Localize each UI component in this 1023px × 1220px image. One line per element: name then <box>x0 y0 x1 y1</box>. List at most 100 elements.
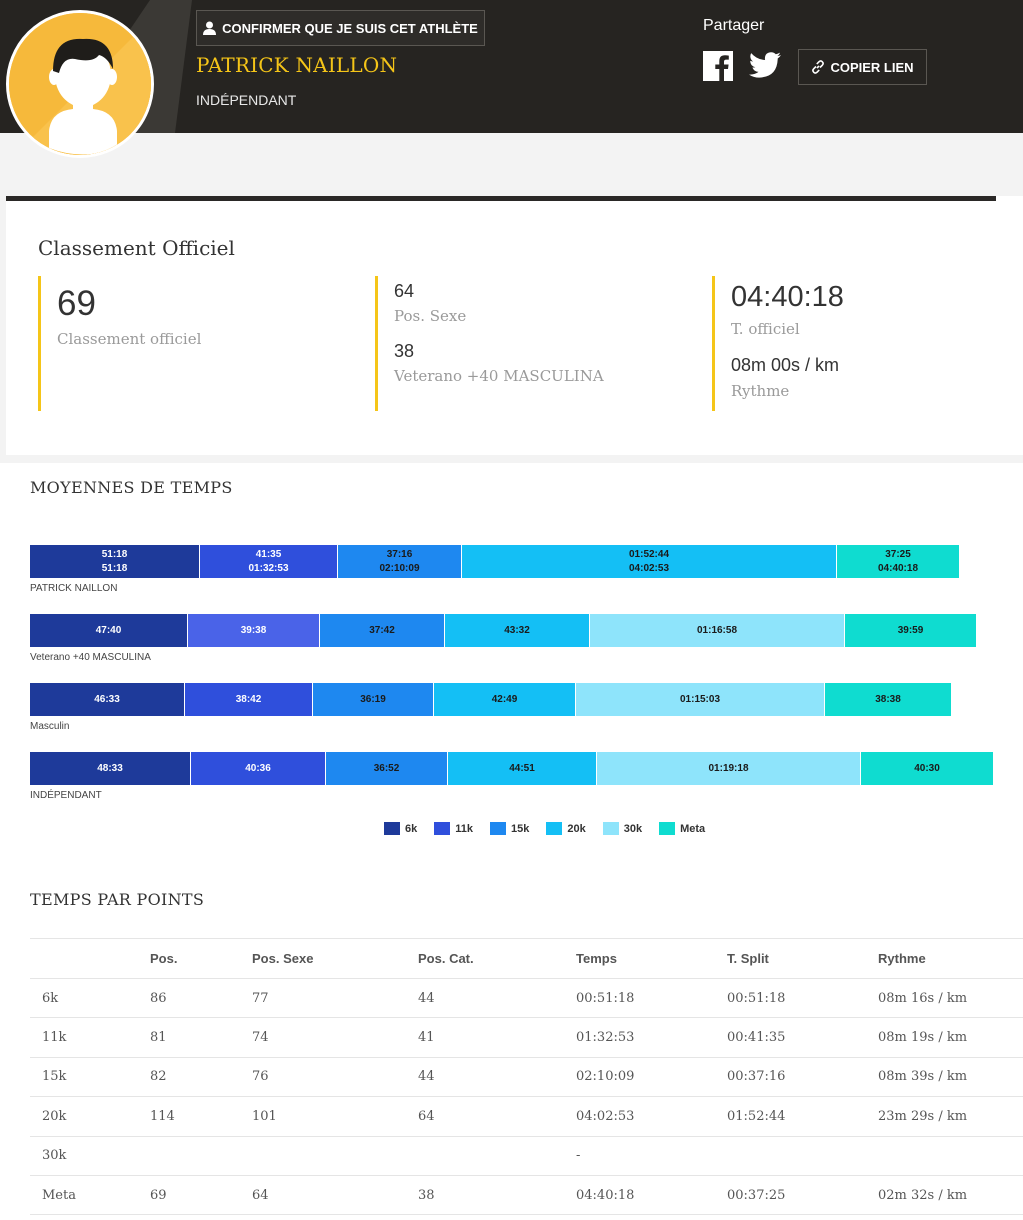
legend-item[interactable]: 6k <box>384 822 417 835</box>
average-row-club: 48:33 40:36 36:52 44:51 01:19:18 40:30 <box>30 752 994 785</box>
average-segment: 37:42 <box>320 614 445 647</box>
legend-swatch <box>490 822 506 835</box>
category-rank-value: 38 <box>394 341 415 361</box>
column-header: Pos. Sexe <box>240 938 406 979</box>
table-cell <box>406 1136 564 1176</box>
segment-split: 37:16 <box>386 548 413 560</box>
overall-rank-label: Classement officiel <box>57 330 202 348</box>
table-cell: 04:40:18 <box>564 1175 715 1216</box>
card-top-border <box>6 196 996 201</box>
table-cell: 01:52:44 <box>715 1096 866 1137</box>
table-cell: 00:37:16 <box>715 1057 866 1098</box>
average-row-category: 47:40 39:38 37:42 43:32 01:16:58 39:59 <box>30 614 977 647</box>
average-segment: 38:38 <box>825 683 952 716</box>
table-row: 6k 86 77 44 00:51:18 00:51:18 08m 16s / … <box>30 978 1023 1019</box>
legend-swatch <box>434 822 451 835</box>
average-segment: 42:49 <box>434 683 576 716</box>
table-cell: 82 <box>138 1057 240 1098</box>
table-cell: - <box>564 1136 715 1176</box>
legend-item[interactable]: Meta <box>659 822 705 835</box>
user-silhouette-icon <box>9 13 151 155</box>
table-cell: Meta <box>30 1175 138 1216</box>
table-cell: 77 <box>240 978 406 1019</box>
facebook-icon[interactable] <box>703 51 733 81</box>
segment-cumulative: 01:32:53 <box>248 562 289 574</box>
table-cell <box>866 1136 1023 1176</box>
table-cell: 44 <box>406 1057 564 1098</box>
table-cell: 08m 19s / km <box>866 1017 1023 1058</box>
segment-split: 37:25 <box>885 548 911 560</box>
copy-link-button[interactable]: COPIER LIEN <box>798 49 927 85</box>
link-icon <box>812 60 825 74</box>
legend-label: 30k <box>623 822 643 835</box>
average-segment: 40:36 <box>191 752 326 785</box>
table-cell: 01:32:53 <box>564 1017 715 1058</box>
average-segment: 01:15:03 <box>576 683 825 716</box>
twitter-icon[interactable] <box>749 51 781 79</box>
table-cell: 11k <box>30 1017 138 1058</box>
column-header: Pos. Cat. <box>406 938 564 979</box>
table-cell: 69 <box>138 1175 240 1216</box>
table-cell: 81 <box>138 1017 240 1058</box>
table-cell: 02m 32s / km <box>866 1175 1023 1216</box>
column-header: Pos. <box>138 938 240 979</box>
average-row-label: Veterano +40 MASCULINA <box>30 652 151 663</box>
legend-swatch <box>659 822 676 835</box>
legend-label: 15k <box>511 822 530 835</box>
table-cell: 00:51:18 <box>715 978 866 1019</box>
average-segment: 38:42 <box>185 683 313 716</box>
table-cell: 30k <box>30 1136 138 1176</box>
legend-swatch <box>384 822 400 835</box>
table-cell: 44 <box>406 978 564 1019</box>
legend-item[interactable]: 30k <box>602 822 643 835</box>
user-icon <box>203 21 217 35</box>
table-row: 30k - <box>30 1136 1023 1176</box>
average-row-label: INDÉPENDANT <box>30 790 102 801</box>
legend-label: Meta <box>680 822 706 835</box>
table-cell: 86 <box>138 978 240 1019</box>
overall-rank-block: 69 Classement officiel <box>38 276 338 411</box>
confirm-athlete-button[interactable]: CONFIRMER QUE JE SUIS CET ATHLÈTE <box>196 10 485 46</box>
average-segment: 51:18 51:18 <box>30 545 200 578</box>
legend-swatch <box>602 822 619 835</box>
avatar <box>6 10 154 158</box>
ranking-card: Classement Officiel 69 Classement offici… <box>6 196 1023 455</box>
table-header-row: Pos. Pos. Sexe Pos. Cat. Temps T. Split … <box>30 938 1023 979</box>
position-block: 64 Pos. Sexe 38 Veterano +40 MASCULINA <box>375 276 675 411</box>
legend-item[interactable]: 11k <box>434 822 473 835</box>
table-cell: 101 <box>240 1096 406 1137</box>
table-cell: 23m 29s / km <box>866 1096 1023 1137</box>
legend-label: 11k <box>455 822 473 835</box>
average-segment: 01:52:44 04:02:53 <box>462 545 837 578</box>
averages-legend: 6k 11k 15k 20k 30k Meta <box>384 822 705 835</box>
copy-link-label: COPIER LIEN <box>830 59 914 75</box>
segment-cumulative: 04:02:53 <box>628 562 670 574</box>
average-segment: 48:33 <box>30 752 191 785</box>
overall-rank-value: 69 <box>57 284 96 323</box>
table-cell: 08m 39s / km <box>866 1057 1023 1098</box>
average-row-athlete: 51:18 51:18 41:35 01:32:53 37:16 02:10:0… <box>30 545 960 578</box>
athlete-club: INDÉPENDANT <box>196 92 297 108</box>
legend-item[interactable]: 20k <box>546 822 586 835</box>
legend-swatch <box>546 822 563 835</box>
table-cell: 6k <box>30 978 138 1019</box>
table-cell: 38 <box>406 1175 564 1216</box>
table-cell: 76 <box>240 1057 406 1098</box>
column-header: T. Split <box>715 938 866 979</box>
ranking-title: Classement Officiel <box>38 236 235 260</box>
average-segment: 36:19 <box>313 683 434 716</box>
average-segment: 36:52 <box>326 752 448 785</box>
average-segment: 37:25 04:40:18 <box>837 545 960 578</box>
table-cell: 08m 16s / km <box>866 978 1023 1019</box>
column-header <box>30 938 138 979</box>
legend-label: 6k <box>405 822 418 835</box>
average-segment: 39:38 <box>188 614 320 647</box>
category-rank-label: Veterano +40 MASCULINA <box>394 367 604 385</box>
table-cell: 15k <box>30 1057 138 1098</box>
sex-rank-label: Pos. Sexe <box>394 307 467 325</box>
segment-split: 51:18 <box>101 548 128 560</box>
average-row-male: 46:33 38:42 36:19 42:49 01:15:03 38:38 <box>30 683 952 716</box>
average-segment: 40:30 <box>861 752 994 785</box>
athlete-name: PATRICK NAILLON <box>196 53 398 77</box>
legend-item[interactable]: 15k <box>490 822 529 835</box>
